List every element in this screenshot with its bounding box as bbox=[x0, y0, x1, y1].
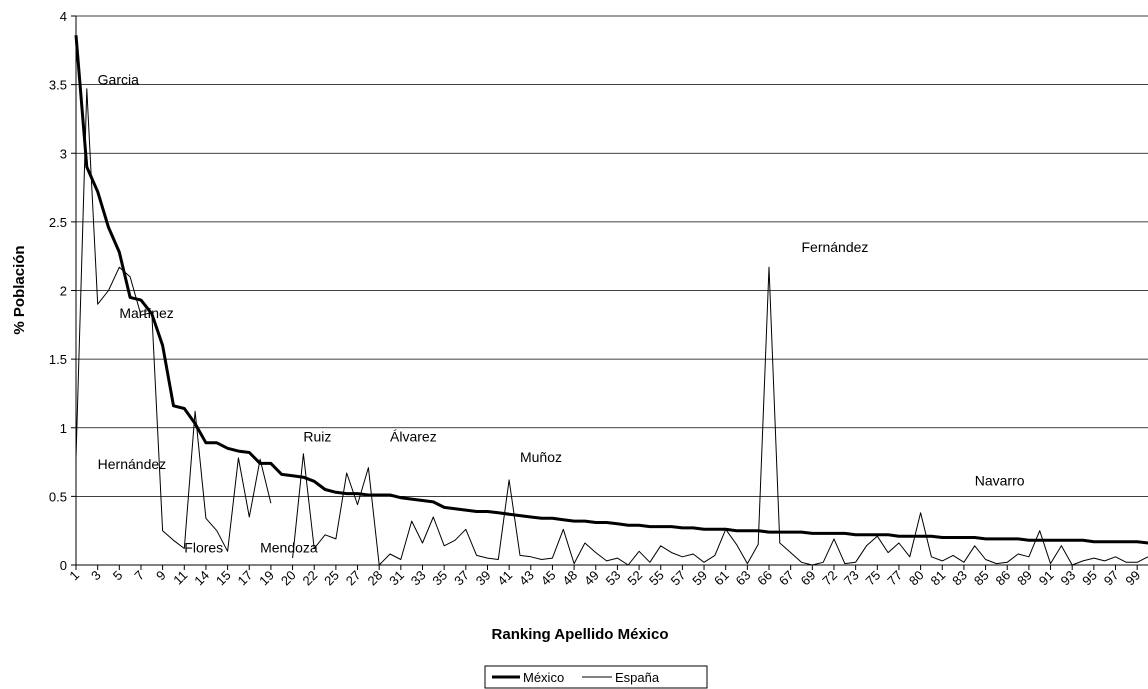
x-tick-label-44: 89 bbox=[1014, 568, 1035, 589]
x-tick-label-27: 55 bbox=[646, 568, 667, 589]
y-tick-label-4: 2 bbox=[60, 284, 67, 299]
x-tick-label-21: 43 bbox=[516, 568, 537, 589]
legend: México España bbox=[485, 666, 707, 688]
x-tick-label-4: 9 bbox=[153, 568, 169, 584]
x-tick-label-3: 7 bbox=[131, 568, 147, 584]
x-tick-label-23: 48 bbox=[559, 568, 580, 589]
legend-label-mexico: México bbox=[523, 670, 564, 685]
x-tick-label-34: 69 bbox=[798, 568, 819, 589]
x-tick-label-11: 22 bbox=[300, 568, 321, 589]
y-tick-label-7: 3.5 bbox=[49, 78, 67, 93]
y-tick-label-0: 0 bbox=[60, 558, 67, 573]
x-tick-label-0: 1 bbox=[66, 568, 82, 584]
annotations: Garcia Martínez Hernández Flores Mendoza Ruiz… bbox=[98, 72, 1025, 556]
x-tick-labels: 1 3 5 7 9 11 14 15 17 19 20 22 25 27 28 31 33 35 37 39 41 43 4… bbox=[66, 565, 1143, 588]
annotation-4: Mendoza bbox=[260, 540, 318, 556]
annotation-5: Ruiz bbox=[303, 428, 331, 444]
y-tick-label-1: 0.5 bbox=[49, 489, 67, 504]
series-line-0 bbox=[76, 35, 1148, 543]
y-tick-label-8: 4 bbox=[60, 9, 67, 24]
y-axis-title: % Población bbox=[11, 245, 28, 334]
gridlines bbox=[76, 16, 1148, 496]
x-tick-label-33: 67 bbox=[776, 568, 797, 589]
legend-label-espana: España bbox=[615, 670, 660, 685]
x-tick-label-40: 81 bbox=[928, 568, 949, 589]
x-tick-label-25: 53 bbox=[603, 568, 624, 589]
x-tick-label-26: 52 bbox=[624, 568, 645, 589]
y-tick-label-2: 1 bbox=[60, 421, 67, 436]
x-tick-label-19: 39 bbox=[473, 568, 494, 589]
x-tick-label-32: 66 bbox=[754, 568, 775, 589]
x-tick-label-24: 49 bbox=[581, 568, 602, 589]
y-tick-labels: 0 0.5 1 1.5 2 2.5 3 3.5 4 bbox=[49, 9, 76, 573]
annotation-1: Martínez bbox=[119, 305, 173, 321]
x-tick-label-31: 63 bbox=[733, 568, 754, 589]
x-tick-label-20: 41 bbox=[494, 568, 515, 589]
y-tick-label-3: 1.5 bbox=[49, 352, 67, 367]
series-line-1 bbox=[76, 89, 1148, 565]
annotation-8: Fernández bbox=[801, 239, 868, 255]
x-tick-label-12: 25 bbox=[321, 568, 342, 589]
x-tick-label-7: 15 bbox=[213, 568, 234, 589]
x-tick-label-42: 85 bbox=[971, 568, 992, 589]
x-tick-label-22: 45 bbox=[538, 568, 559, 589]
x-tick-label-35: 72 bbox=[819, 568, 840, 589]
x-tick-label-39: 80 bbox=[906, 568, 927, 589]
x-tick-label-17: 35 bbox=[429, 568, 450, 589]
x-tick-label-13: 27 bbox=[343, 568, 364, 589]
x-tick-label-6: 14 bbox=[191, 568, 212, 589]
annotation-7: Muñoz bbox=[520, 449, 562, 465]
annotation-6: Álvarez bbox=[390, 428, 437, 444]
x-tick-label-48: 97 bbox=[1101, 568, 1122, 589]
x-tick-label-5: 11 bbox=[170, 568, 190, 588]
x-tick-label-10: 20 bbox=[278, 568, 299, 589]
x-axis-title: Ranking Apellido México bbox=[492, 626, 669, 643]
x-tick-label-29: 59 bbox=[689, 568, 710, 589]
annotation-2: Hernández bbox=[98, 456, 166, 472]
annotation-0: Garcia bbox=[98, 72, 139, 88]
x-tick-label-18: 37 bbox=[451, 568, 472, 589]
x-tick-label-41: 83 bbox=[949, 568, 970, 589]
x-tick-label-15: 31 bbox=[386, 568, 407, 589]
x-tick-label-30: 61 bbox=[711, 568, 732, 589]
y-tick-label-5: 2.5 bbox=[49, 215, 67, 230]
x-tick-label-37: 75 bbox=[863, 568, 884, 589]
y-tick-label-6: 3 bbox=[60, 146, 67, 161]
x-tick-label-28: 57 bbox=[668, 568, 689, 589]
x-tick-label-43: 86 bbox=[993, 568, 1014, 589]
x-tick-label-16: 33 bbox=[408, 568, 429, 589]
annotation-3: Flores bbox=[184, 540, 223, 556]
x-tick-label-45: 91 bbox=[1036, 568, 1057, 589]
x-tick-label-38: 77 bbox=[884, 568, 905, 589]
x-tick-label-46: 93 bbox=[1057, 568, 1078, 589]
x-tick-label-9: 19 bbox=[256, 568, 277, 589]
annotation-9: Navarro bbox=[975, 472, 1025, 488]
x-tick-label-8: 17 bbox=[235, 568, 256, 589]
x-tick-label-1: 3 bbox=[88, 568, 104, 584]
x-tick-label-2: 5 bbox=[110, 568, 126, 584]
x-tick-label-36: 73 bbox=[841, 568, 862, 589]
x-tick-label-14: 28 bbox=[364, 568, 385, 589]
x-tick-label-47: 95 bbox=[1079, 568, 1100, 589]
x-tick-label-49: 99 bbox=[1122, 568, 1143, 589]
